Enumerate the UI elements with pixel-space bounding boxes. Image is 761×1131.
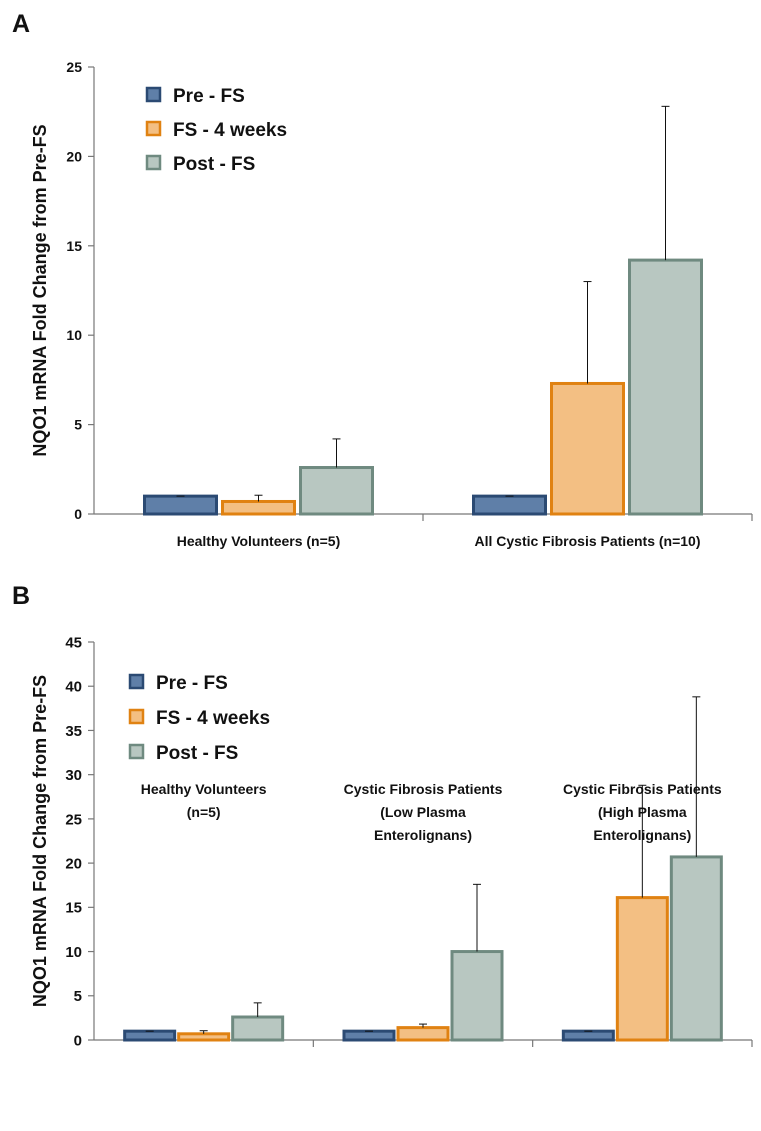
legend-label-a: FS - 4 weeks bbox=[173, 120, 287, 141]
bar-a bbox=[550, 381, 625, 516]
y-tick-label-b: 40 bbox=[65, 679, 82, 696]
bar-b bbox=[342, 1029, 396, 1042]
legend-label-b: FS - 4 weeks bbox=[156, 708, 270, 729]
y-tick-label-a: 10 bbox=[66, 327, 82, 343]
legend-label-b: Post - FS bbox=[156, 743, 238, 764]
panel-label-a: A bbox=[12, 10, 31, 38]
bar-b bbox=[396, 1026, 450, 1042]
legend-swatch-a bbox=[145, 86, 162, 103]
bar-a bbox=[628, 258, 703, 516]
category-label-b: (Low Plasma bbox=[380, 804, 466, 820]
category-label-a: Healthy Volunteers (n=5) bbox=[177, 533, 341, 549]
y-tick-label-b: 10 bbox=[65, 944, 82, 961]
category-label-a: All Cystic Fibrosis Patients (n=10) bbox=[474, 533, 700, 549]
legend-label-b: Pre - FS bbox=[156, 673, 228, 694]
bar-a bbox=[299, 466, 374, 516]
bar-b bbox=[669, 855, 723, 1042]
y-tick-label-a: 20 bbox=[66, 148, 82, 164]
category-label-b: (n=5) bbox=[187, 804, 221, 820]
bar-b bbox=[231, 1015, 285, 1042]
y-tick-label-b: 35 bbox=[65, 723, 82, 740]
category-label-b: Cystic Fibrosis Patients bbox=[344, 781, 503, 797]
legend-swatch-a bbox=[145, 154, 162, 171]
y-tick-label-a: 25 bbox=[66, 59, 82, 75]
bar-b bbox=[450, 950, 504, 1042]
legend-label-a: Post - FS bbox=[173, 154, 255, 175]
y-tick-label-b: 20 bbox=[65, 856, 82, 873]
y-tick-label-b: 15 bbox=[65, 900, 82, 917]
y-tick-label-b: 25 bbox=[65, 811, 82, 828]
y-tick-label-a: 5 bbox=[74, 417, 82, 433]
category-label-b: Enterolignans) bbox=[374, 827, 472, 843]
y-axis-label-b: NQO1 mRNA Fold Change from Pre-FS bbox=[30, 675, 50, 1007]
bar-a bbox=[221, 499, 296, 516]
legend-swatch-b bbox=[128, 708, 145, 725]
y-tick-label-a: 15 bbox=[66, 238, 82, 254]
y-tick-label-b: 45 bbox=[65, 634, 82, 651]
y-tick-label-b: 5 bbox=[74, 988, 82, 1005]
bar-b bbox=[561, 1029, 615, 1042]
bar-a bbox=[143, 494, 218, 516]
category-label-b: Healthy Volunteers bbox=[141, 781, 267, 797]
bar-b bbox=[177, 1032, 231, 1042]
bar-a bbox=[472, 494, 547, 516]
legend-label-a: Pre - FS bbox=[173, 86, 245, 107]
bar-b bbox=[615, 896, 669, 1042]
bar-b bbox=[123, 1029, 177, 1042]
legend-swatch-b bbox=[128, 743, 145, 760]
legend-swatch-b bbox=[128, 673, 145, 690]
y-tick-label-a: 0 bbox=[74, 506, 82, 522]
panel-label-b: B bbox=[12, 582, 31, 610]
y-axis-label-a: NQO1 mRNA Fold Change from Pre-FS bbox=[30, 124, 50, 456]
y-tick-label-b: 0 bbox=[74, 1032, 82, 1049]
y-tick-label-b: 30 bbox=[65, 767, 82, 784]
legend-swatch-a bbox=[145, 120, 162, 137]
